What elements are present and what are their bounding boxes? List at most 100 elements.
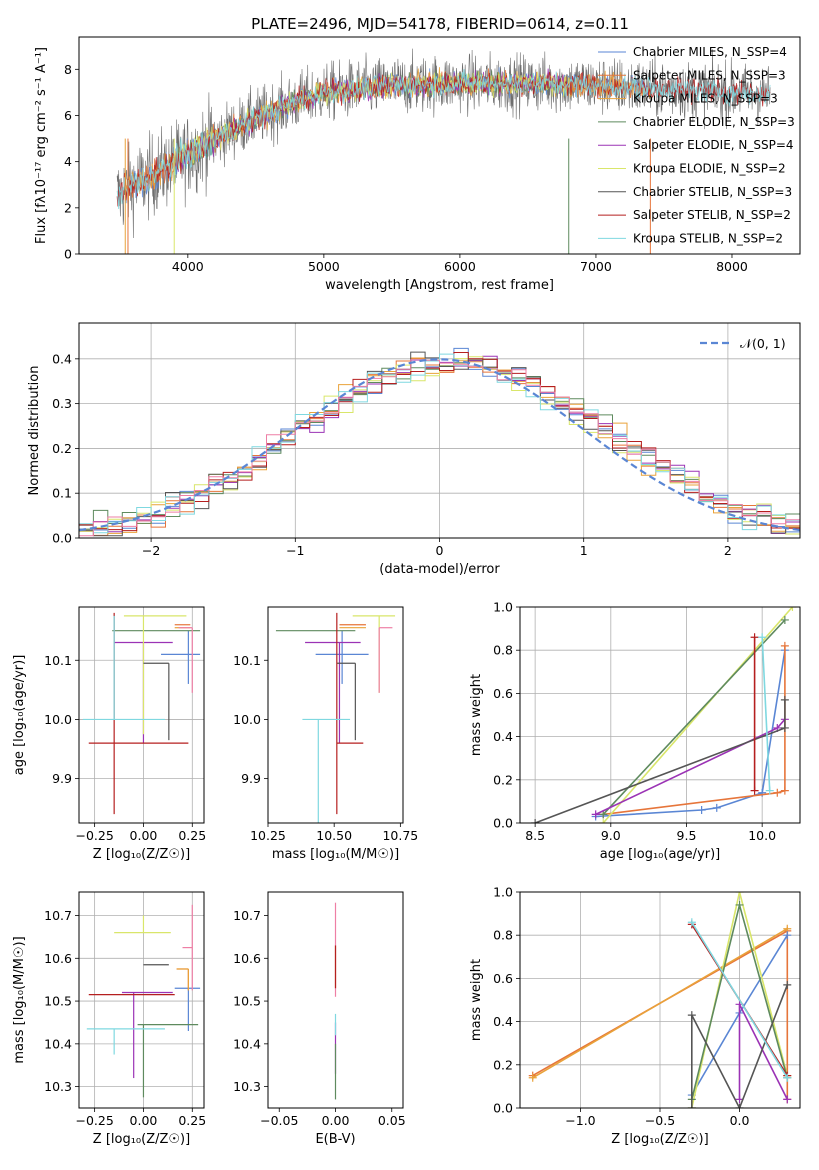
weight-marker xyxy=(591,810,600,819)
errorbar-point-1 xyxy=(176,968,189,991)
panel-mass-vs-Z: −0.25 0.00 0.25 10.3 10.4 10.5 10.6 10.7 Z [log₁… xyxy=(12,891,206,1147)
errorbar-point-9 xyxy=(178,627,193,693)
panel-mass-vs-EBV: −0.05 0.00 0.05 10.3 10.4 10.5 10.6 10.7 E(B-V) xyxy=(233,891,406,1147)
x-tick-label: 0.00 xyxy=(322,1113,350,1128)
x-tick-label: 10.75 xyxy=(382,828,418,843)
errorbar-point-4 xyxy=(121,991,173,1079)
x-tick-label: −1 xyxy=(286,543,304,558)
x-tick-label: −0.5 xyxy=(645,1113,675,1128)
legend-label: Salpeter MILES, N_SSP=3 xyxy=(633,68,786,82)
y-tick-label: 10.3 xyxy=(233,1079,261,1094)
weight-marker xyxy=(780,723,789,732)
hist-series-9 xyxy=(79,359,800,537)
errorbar-point-4 xyxy=(305,641,361,744)
weight-marker xyxy=(531,819,540,823)
legend-label: Kroupa STELIB, N_SSP=2 xyxy=(633,231,783,245)
plot-area xyxy=(531,607,797,823)
axes-frame: −2 −1 0 1 2 0.0 0.1 0.2 0.3 0.4 (data-model)/error… xyxy=(27,322,801,577)
x-tick-label: 8000 xyxy=(716,259,748,274)
y-tick-label: 1.0 xyxy=(493,885,513,900)
weight-marker xyxy=(773,788,782,797)
weight-marker xyxy=(780,786,789,795)
x-axis-label: age [log₁₀(age/yr)] xyxy=(600,847,721,862)
hist-series-7 xyxy=(79,352,800,532)
weight-line-3 xyxy=(602,619,786,815)
weight-marker xyxy=(780,641,789,650)
y-tick-label: 10.1 xyxy=(233,653,261,668)
weight-marker xyxy=(528,1073,537,1082)
errorbar-point-7 xyxy=(336,612,364,815)
x-tick-label: 8.5 xyxy=(525,828,545,843)
y-tick-label: 0.4 xyxy=(493,1014,513,1029)
weight-line-7 xyxy=(761,637,771,791)
figure-title: PLATE=2496, MJD=54178, FIBERID=0614, z=0… xyxy=(251,15,629,33)
y-tick-label: 10.5 xyxy=(233,994,261,1009)
legend-label: Salpeter STELIB, N_SSP=2 xyxy=(633,208,791,222)
errorbar-point-6 xyxy=(143,662,170,741)
weight-marker xyxy=(687,1104,696,1108)
y-tick-label: 9.9 xyxy=(241,771,261,786)
axes-frame: 8.5 9.0 9.5 10.0 0.0 0.2 0.4 0.6 0.8 1.0 age [log₁… xyxy=(469,600,801,862)
x-tick-label: 0.25 xyxy=(178,1113,206,1128)
weight-marker xyxy=(783,1073,792,1082)
y-tick-label: 10.4 xyxy=(44,1036,72,1051)
y-tick-label: 0.6 xyxy=(493,971,513,986)
x-axis-label: Z [log₁₀(Z/Z☉)] xyxy=(611,1132,708,1147)
errorbar-point-2 xyxy=(176,968,189,991)
weight-marker xyxy=(765,786,774,795)
x-tick-label: 0.05 xyxy=(378,1113,406,1128)
y-tick-label: 10.4 xyxy=(233,1036,261,1051)
weight-marker xyxy=(788,607,797,611)
x-tick-label: 10.0 xyxy=(748,828,776,843)
errorbar-point-3 xyxy=(137,1023,199,1098)
weight-line-2 xyxy=(602,607,794,823)
plot-area xyxy=(86,904,201,1098)
axes-frame: −0.25 0.00 0.25 9.9 10.0 10.1 Z [log₁₀(Z/Z☉)] a… xyxy=(12,606,206,862)
x-axis-label: (data-model)/error xyxy=(379,562,500,577)
spectrum-legend: Chabrier MILES, N_SSP=4 Salpeter MILES, N… xyxy=(598,45,795,245)
weight-marker xyxy=(750,786,759,795)
axes-border xyxy=(78,36,801,255)
plot-area xyxy=(79,347,800,537)
x-tick-label: −0.05 xyxy=(260,1113,298,1128)
weight-marker xyxy=(687,1011,696,1020)
y-tick-label: 10.3 xyxy=(44,1079,72,1094)
panel-weight-vs-age: 8.5 9.0 9.5 10.0 0.0 0.2 0.4 0.6 0.8 1.0 age [log₁… xyxy=(469,600,801,862)
legend-label: Kroupa ELODIE, N_SSP=2 xyxy=(633,162,786,176)
panel-residuals: −2 −1 0 1 2 0.0 0.1 0.2 0.3 0.4 (data-model)/error… xyxy=(27,322,801,577)
panel-age-vs-Z: −0.25 0.00 0.25 9.9 10.0 10.1 Z [log₁₀(Z/Z☉)] a… xyxy=(12,606,206,862)
weight-marker xyxy=(783,931,792,940)
errorbar-point-9 xyxy=(182,904,193,991)
errorbar-point-6 xyxy=(336,662,356,741)
plot-area xyxy=(82,612,201,815)
errorbar-point-0 xyxy=(161,630,201,684)
weight-marker xyxy=(697,806,706,815)
errorbar-point-5 xyxy=(114,915,171,934)
panel-spectrum: 4000 5000 6000 7000 8000 0 2 4 6 8 wavelength [Ang… xyxy=(34,36,801,293)
y-tick-label: 0 xyxy=(64,247,72,262)
x-tick-label: 9.0 xyxy=(601,828,621,843)
y-tick-label: 10.7 xyxy=(233,908,261,923)
weight-line-1 xyxy=(532,928,788,1079)
axes-frame: 10.25 10.50 10.75 9.9 10.0 10.1 mass [log₁₀(M/… xyxy=(233,606,418,862)
axes-frame: 4000 5000 6000 7000 8000 0 2 4 6 8 wavelength [Ang… xyxy=(34,36,801,293)
weight-marker xyxy=(780,615,789,624)
axes-border xyxy=(519,606,801,824)
weight-line-6 xyxy=(691,984,789,1108)
spectrum-line-8 xyxy=(116,68,771,210)
errorbar-point-0 xyxy=(315,630,369,684)
weight-marker xyxy=(735,900,744,909)
weight-marker xyxy=(599,819,608,823)
y-axis-label: age [log₁₀(age/yr)] xyxy=(12,655,27,776)
y-tick-label: 10.0 xyxy=(44,712,72,727)
y-tick-label: 2 xyxy=(64,200,72,215)
weight-marker xyxy=(783,980,792,989)
y-tick-label: 0.2 xyxy=(493,772,513,787)
x-tick-label: 0.0 xyxy=(730,1113,750,1128)
weight-line-1 xyxy=(603,645,786,816)
x-axis-label: Z [log₁₀(Z/Z☉)] xyxy=(93,1132,190,1147)
x-tick-label: −0.25 xyxy=(75,1113,113,1128)
x-tick-label: 0.25 xyxy=(178,828,206,843)
y-tick-label: 0.0 xyxy=(52,531,72,546)
